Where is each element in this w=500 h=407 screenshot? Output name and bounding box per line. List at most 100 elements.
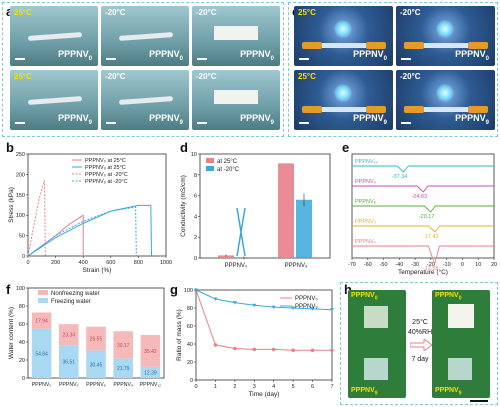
photo-c-3: 25°C PPPNV9 xyxy=(294,70,393,130)
x-tick-label: 800 xyxy=(134,260,143,266)
x-tick-label: PPPNV₀ xyxy=(32,382,52,388)
plot-frame xyxy=(199,153,331,259)
data-point xyxy=(310,348,315,353)
panel-c-frame xyxy=(288,2,498,137)
data-point xyxy=(330,348,334,353)
x-tick-label: -70 xyxy=(348,262,356,268)
cond-rh: 40%RH xyxy=(408,329,433,336)
x-tick-label: PPPNV₆ xyxy=(86,382,106,388)
sample-label: PPPNV9 xyxy=(58,113,92,126)
sample-patch-h-rt xyxy=(448,304,474,328)
temp-label: -20°C xyxy=(400,8,421,17)
sample-label: PPPNV0 xyxy=(240,49,274,62)
sample-patch-h-rb xyxy=(448,358,472,380)
data-point xyxy=(291,306,296,310)
scale-bar xyxy=(15,58,25,60)
photo-c-4: -20°C PPPNV9 xyxy=(396,70,495,130)
data-point xyxy=(330,308,334,312)
water-content-chart: 0 20 40 60 80 100 Water content (%) 54.84 17.94 P… xyxy=(8,286,165,388)
photo-a-2: -20°C PPPNV0 xyxy=(101,6,189,66)
data-label: 36.51 xyxy=(63,360,76,366)
y-axis-label: Water content (%) xyxy=(8,307,15,359)
x-axis-label: Time (day) xyxy=(249,391,280,398)
hydrogel-strip xyxy=(322,107,366,112)
sample-label: PPPNV9 xyxy=(149,113,183,126)
scale-bar xyxy=(401,58,411,60)
sample-label: PPPNV0 xyxy=(58,49,92,62)
series-line xyxy=(27,180,46,257)
legend-entry: PPPNV₀ at 25°C xyxy=(85,158,126,164)
bar xyxy=(218,255,234,258)
y-tick-label: 60 xyxy=(187,324,193,330)
legend-swatch xyxy=(38,298,48,303)
temp-label: 25°C xyxy=(298,8,316,17)
sample-patch-h-lb xyxy=(364,358,388,380)
y-tick-label: 0 xyxy=(22,376,25,382)
y-axis-label: Stress (kPa) xyxy=(8,187,15,223)
legend-entry: Nonfreezing water xyxy=(51,291,100,297)
series-line xyxy=(27,204,153,257)
x-tick-label: 10 xyxy=(475,262,481,268)
led-glow xyxy=(334,84,352,102)
x-tick-label: PPPNV₉ xyxy=(285,263,308,269)
y-tick-label: 200 xyxy=(16,172,25,178)
scale-bar xyxy=(299,122,309,124)
hydrogel-strip xyxy=(424,107,468,112)
cond-temp: 25°C xyxy=(412,319,428,326)
temp-label: -20°C xyxy=(196,8,217,17)
x-tick-label: 400 xyxy=(79,260,88,266)
peak-label: -20.17 xyxy=(419,214,435,220)
alligator-clip-icon xyxy=(302,42,322,49)
y-tick-label: 0 xyxy=(22,254,25,260)
x-tick-label: PPPNV₀ xyxy=(225,263,248,269)
y-tick-label: 250 xyxy=(16,152,25,158)
sample-label: PPPNV0 xyxy=(149,49,183,62)
y-tick-label: 20 xyxy=(187,360,193,366)
y-tick-label: 50 xyxy=(19,234,25,240)
photo-c-2: -20°C PPPNV0 xyxy=(396,6,495,66)
x-tick-label: 2 xyxy=(233,384,236,390)
legend-entry: at 25°C xyxy=(217,159,238,165)
bar-nonfreezing xyxy=(86,326,106,351)
sample-label-h-rt: PPPNV0 xyxy=(435,292,462,302)
photo-h-after: PPPNV0 PPPNV9 xyxy=(432,290,490,398)
alligator-clip-icon xyxy=(302,106,322,113)
legend-swatch xyxy=(206,166,214,171)
x-tick-label: 3 xyxy=(253,384,256,390)
legend-swatch xyxy=(38,290,48,295)
photo-c-1: 25°C PPPNV0 xyxy=(294,6,393,66)
dsc-chart: -70 -60 -50 -40 -30 -20 -10 0 10 20 Temperature (°… xyxy=(338,153,497,276)
x-tick-label: 1000 xyxy=(160,260,172,266)
scale-bar xyxy=(15,122,25,124)
x-tick-label: 0 xyxy=(26,260,29,266)
y-tick-label: 100 xyxy=(184,288,193,294)
condition-text-h: 25°C 40%RH xyxy=(408,318,432,338)
peak-label: -24.83 xyxy=(411,194,427,200)
hydrogel-strip xyxy=(27,96,83,105)
data-label: 30.45 xyxy=(90,362,103,368)
scale-bar xyxy=(197,122,207,124)
broken-mark-icon xyxy=(236,207,246,257)
legend-entry: PPPNV₉ at 25°C xyxy=(85,165,126,171)
scale-bar xyxy=(401,122,411,124)
panel-label-f: f xyxy=(6,282,11,297)
data-point xyxy=(310,307,315,311)
mass-ratio-chart: 0 1 2 3 4 5 6 7 0 20 40 60 80 100 Time (day) Ratio of m… xyxy=(176,288,334,398)
panel-label-e: e xyxy=(342,140,350,155)
y-tick-label: 2 xyxy=(194,235,197,241)
sample-label-h-lb: PPPNV9 xyxy=(351,386,378,396)
bar-nonfreezing xyxy=(59,324,79,346)
y-tick-label: 40 xyxy=(187,342,193,348)
bar-nonfreezing xyxy=(31,312,52,329)
sample-label: PPPNV0 xyxy=(455,49,489,62)
x-tick-label: -20 xyxy=(427,262,435,268)
data-label: 21.79 xyxy=(117,366,130,372)
legend-entry: PPPNV₀ at -20°C xyxy=(85,172,128,178)
hydrogel-strip xyxy=(118,32,174,41)
photo-h-before: PPPNV0 PPPNV9 xyxy=(348,290,406,398)
data-label: 12.39 xyxy=(144,370,157,376)
x-tick-label: 7 xyxy=(330,384,333,390)
y-tick-label: 8 xyxy=(194,173,197,179)
x-axis-label: Strain (%) xyxy=(83,267,112,274)
panel-label-g: g xyxy=(170,282,178,297)
